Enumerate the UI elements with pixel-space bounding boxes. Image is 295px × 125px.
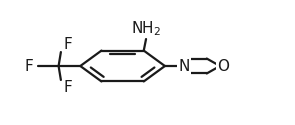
Text: NH$_2$: NH$_2$ xyxy=(131,19,161,38)
Text: O: O xyxy=(217,58,229,74)
Text: F: F xyxy=(64,37,73,52)
Text: F: F xyxy=(25,58,33,74)
Text: N: N xyxy=(179,58,190,74)
Text: F: F xyxy=(64,80,73,96)
